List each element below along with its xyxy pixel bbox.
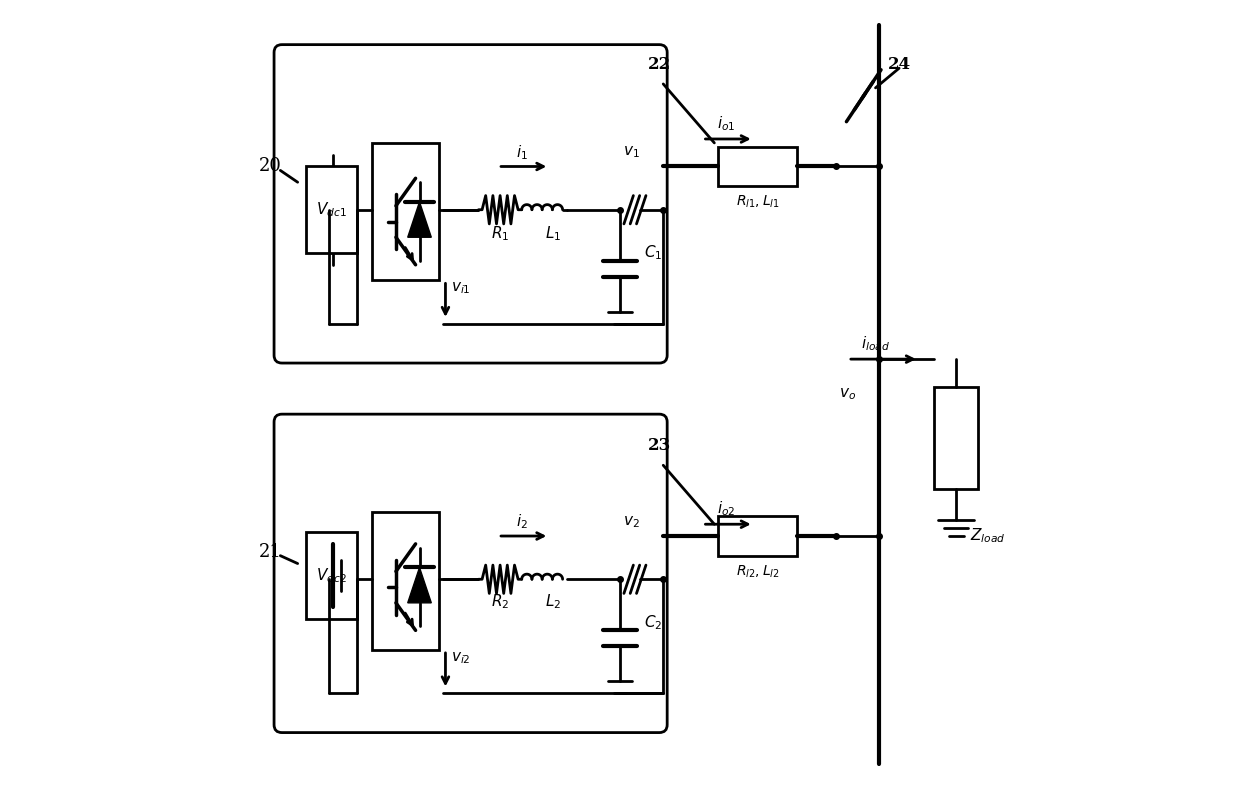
Text: $i_{o2}$: $i_{o2}$	[717, 499, 735, 518]
Bar	[305, 532, 357, 619]
FancyBboxPatch shape	[274, 45, 667, 363]
Text: $L_2$: $L_2$	[546, 593, 562, 611]
Text: $V_{dc2}$: $V_{dc2}$	[316, 566, 347, 585]
Bar	[372, 143, 439, 281]
Text: 21: 21	[259, 543, 281, 561]
Text: $v_o$: $v_o$	[839, 387, 857, 402]
Text: $L_1$: $L_1$	[546, 224, 562, 243]
Polygon shape	[408, 567, 432, 603]
Text: $Z_{load}$: $Z_{load}$	[970, 527, 1006, 545]
Text: $i_1$: $i_1$	[516, 143, 528, 162]
Text: $C_1$: $C_1$	[644, 244, 662, 262]
Text: $i_{o1}$: $i_{o1}$	[717, 114, 735, 133]
Text: 24: 24	[888, 56, 910, 73]
Text: $V_{dc1}$: $V_{dc1}$	[316, 200, 347, 219]
FancyBboxPatch shape	[274, 414, 667, 732]
Bar	[305, 166, 357, 253]
Bar	[372, 512, 439, 650]
Text: 22: 22	[647, 56, 671, 73]
Text: $i_2$: $i_2$	[516, 513, 528, 531]
Text: $R_2$: $R_2$	[491, 593, 508, 611]
Text: 20: 20	[259, 158, 281, 175]
Text: 23: 23	[647, 437, 671, 454]
Text: $v_2$: $v_2$	[624, 514, 640, 529]
Text: $R_{l1},L_{l1}$: $R_{l1},L_{l1}$	[735, 193, 780, 210]
Bar	[935, 387, 977, 489]
Text: $v_1$: $v_1$	[624, 144, 640, 160]
Polygon shape	[408, 202, 432, 237]
Text: $C_2$: $C_2$	[644, 613, 662, 632]
Bar	[718, 147, 797, 186]
Text: $R_{l2},L_{l2}$: $R_{l2},L_{l2}$	[735, 564, 780, 581]
Text: $i_{load}$: $i_{load}$	[861, 334, 890, 353]
Text: $R_1$: $R_1$	[491, 224, 508, 243]
Text: $v_{i2}$: $v_{i2}$	[451, 650, 471, 666]
Text: $v_{i1}$: $v_{i1}$	[451, 281, 471, 296]
Bar	[718, 516, 797, 555]
